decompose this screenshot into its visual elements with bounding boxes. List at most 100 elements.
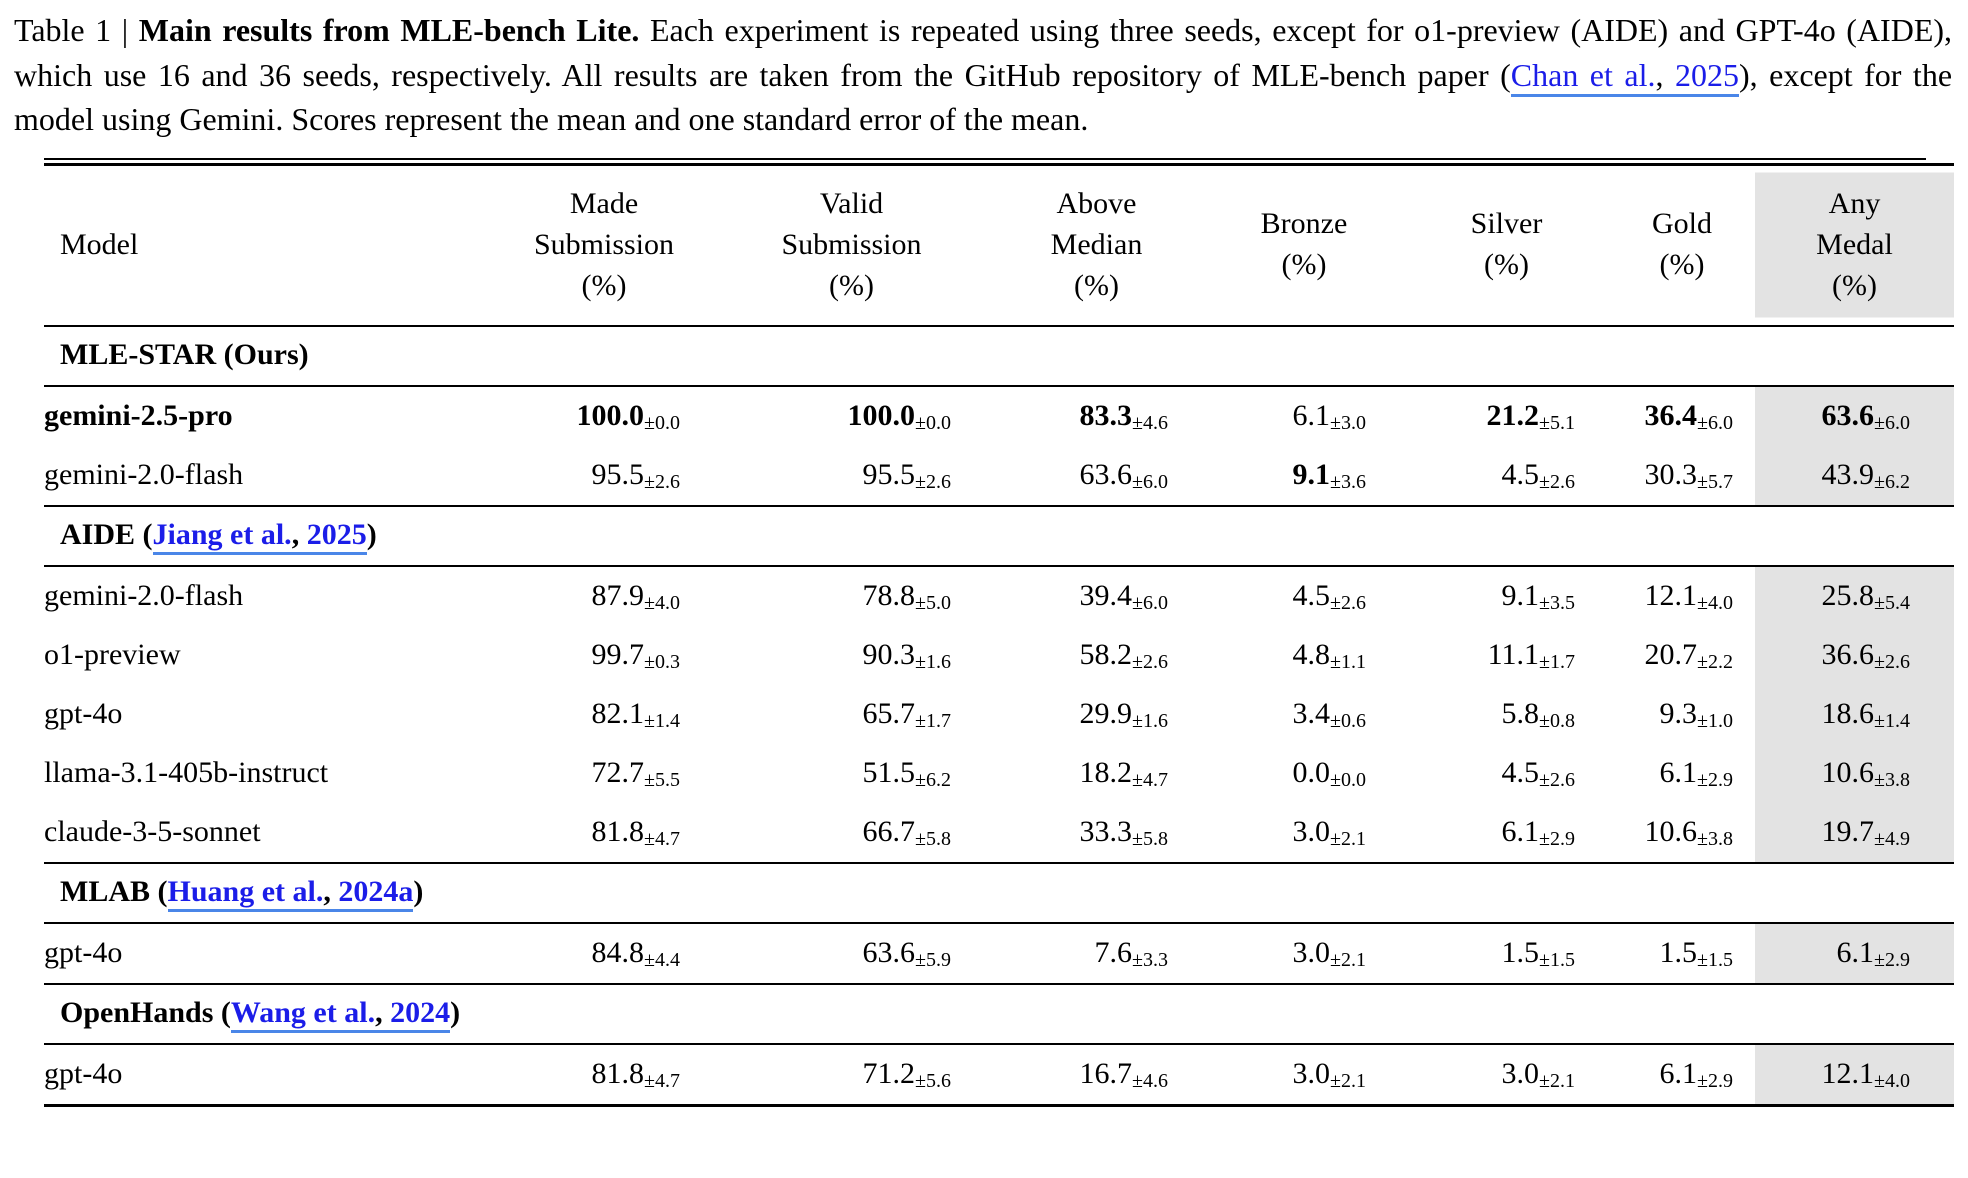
citation-names[interactable]: Wang et al.: [230, 995, 376, 1029]
score-mean: 3.0: [1292, 1056, 1331, 1090]
column-header-any: Any Medal (%): [1755, 164, 1954, 327]
value-cell-made: 82.1±1.4: [494, 685, 714, 744]
header-row: Model Made Submission (%) Valid Submission (%)…: [44, 164, 1954, 327]
column-header-made: Made Submission (%): [494, 164, 714, 327]
score-mean: 16.7: [1079, 1056, 1133, 1090]
value-cell-bronze: 3.0±2.1: [1204, 1044, 1404, 1106]
score-mean: 10.6: [1644, 814, 1698, 848]
citation-names[interactable]: Chan et al.: [1510, 56, 1656, 93]
score-stderr: ±0.0: [1330, 768, 1366, 791]
score-stderr: ±5.8: [915, 827, 951, 850]
table-row-gemini-2.0-flash: gemini-2.0-flash 87.9±4.0 78.8±5.0 39.4±6.0…: [44, 565, 1954, 626]
score-stderr: ±5.0: [915, 591, 951, 614]
score-mean: 65.7: [862, 696, 916, 730]
value-cell-bronze: 3.0±2.1: [1204, 803, 1404, 863]
value-cell-silver: 4.5±2.6: [1404, 744, 1609, 803]
value-cell-gold: 6.1±2.9: [1609, 744, 1755, 803]
score-stderr: ±2.6: [1539, 768, 1575, 791]
caption-bold-title: Main results from MLE-bench Lite.: [138, 12, 640, 48]
value-cell-silver: 21.2±5.1: [1404, 386, 1609, 446]
score-stderr: ±6.2: [1874, 470, 1910, 493]
column-header-valid: Valid Submission (%): [714, 164, 989, 327]
table-row-o1-preview: o1-preview 99.7±0.3 90.3±1.6 58.2±2.6 4.8±1.…: [44, 625, 1954, 685]
score-stderr: ±1.7: [915, 709, 951, 732]
score-stderr: ±0.3: [644, 650, 680, 673]
score-stderr: ±5.6: [915, 1069, 951, 1092]
value-cell-above: 33.3±5.8: [989, 803, 1204, 863]
score-mean: 6.1: [1836, 935, 1875, 969]
score-mean: 19.7: [1821, 814, 1875, 848]
results-table: Model Made Submission (%) Valid Submission (%)…: [44, 162, 1954, 1107]
score-stderr: ±1.4: [1874, 709, 1910, 732]
score-mean: 4.8: [1292, 637, 1331, 671]
score-stderr: ±4.0: [644, 591, 680, 614]
value-cell-any: 43.9±6.2: [1755, 445, 1954, 506]
score-mean: 6.1: [1292, 398, 1331, 432]
score-mean: 1.5: [1659, 935, 1698, 969]
column-header-gold: Gold (%): [1609, 164, 1755, 327]
score-stderr: ±2.6: [644, 470, 680, 493]
column-header-above: Above Median (%): [989, 164, 1204, 327]
section-citation-link[interactable]: Jiang et al., 2025: [152, 517, 367, 555]
value-cell-valid: 65.7±1.7: [714, 685, 989, 744]
score-mean: 9.1: [1501, 578, 1540, 612]
value-cell-gold: 6.1±2.9: [1609, 1044, 1755, 1106]
section-row-aide: AIDE (Jiang et al., 2025): [44, 504, 1954, 567]
citation-names[interactable]: Huang et al.: [167, 874, 324, 908]
value-cell-bronze: 4.8±1.1: [1204, 626, 1404, 685]
score-stderr: ±2.6: [1874, 650, 1910, 673]
caption-citation-link[interactable]: Chan et al., 2025: [1510, 56, 1739, 97]
value-cell-gold: 1.5±1.5: [1609, 923, 1755, 984]
score-stderr: ±3.8: [1697, 827, 1733, 850]
score-stderr: ±5.5: [644, 768, 680, 791]
value-cell-made: 87.9±4.0: [494, 566, 714, 626]
score-mean: 3.0: [1501, 1056, 1540, 1090]
section-citation-link[interactable]: Wang et al., 2024: [230, 995, 451, 1033]
column-header-bronze: Bronze (%): [1204, 164, 1404, 327]
value-cell-above: 16.7±4.6: [989, 1044, 1204, 1106]
section-header-cell: AIDE (Jiang et al., 2025): [44, 504, 1954, 567]
score-stderr: ±2.1: [1330, 948, 1366, 971]
value-cell-bronze: 3.4±0.6: [1204, 685, 1404, 744]
value-cell-any: 19.7±4.9: [1755, 802, 1954, 863]
citation-comma: ,: [291, 517, 300, 551]
score-mean: 72.7: [591, 755, 645, 789]
section-citation-link[interactable]: Huang et al., 2024a: [167, 874, 414, 912]
model-cell: gemini-2.0-flash: [44, 578, 244, 612]
score-mean: 4.5: [1501, 457, 1540, 491]
table-row-claude-3-5-sonnet: claude-3-5-sonnet 81.8±4.7 66.7±5.8 33.3±5.…: [44, 802, 1954, 863]
value-cell-any: 12.1±4.0: [1755, 1043, 1954, 1105]
score-stderr: ±3.3: [1132, 948, 1168, 971]
citation-names[interactable]: Jiang et al.: [152, 517, 292, 551]
citation-year[interactable]: 2025: [306, 517, 367, 551]
score-stderr: ±6.0: [1132, 591, 1168, 614]
score-stderr: ±1.0: [1697, 709, 1733, 732]
section-title: MLE-STAR: [60, 337, 217, 371]
score-mean: 9.3: [1659, 696, 1698, 730]
section-title: MLAB: [60, 874, 150, 908]
value-cell-silver: 5.8±0.8: [1404, 685, 1609, 744]
score-stderr: ±4.7: [1132, 768, 1168, 791]
value-cell-above: 18.2±4.7: [989, 744, 1204, 803]
score-mean: 83.3: [1079, 398, 1133, 432]
value-cell-made: 99.7±0.3: [494, 626, 714, 685]
value-cell-made: 72.7±5.5: [494, 744, 714, 803]
citation-year[interactable]: 2025: [1674, 56, 1739, 93]
column-header-model: Model: [44, 164, 494, 327]
score-mean: 3.4: [1292, 696, 1331, 730]
value-cell-any: 18.6±1.4: [1755, 684, 1954, 744]
citation-year[interactable]: 2024a: [338, 874, 414, 908]
section-header-cell: MLAB (Huang et al., 2024a): [44, 861, 1954, 924]
citation-comma: ,: [323, 874, 331, 908]
score-stderr: ±2.6: [1539, 470, 1575, 493]
score-mean: 6.1: [1501, 814, 1540, 848]
score-mean: 4.5: [1501, 755, 1540, 789]
section-row-openhands: OpenHands (Wang et al., 2024): [44, 982, 1954, 1045]
score-stderr: ±2.1: [1330, 827, 1366, 850]
citation-year[interactable]: 2024: [390, 995, 451, 1029]
score-stderr: ±2.9: [1874, 948, 1910, 971]
score-stderr: ±4.7: [644, 1069, 680, 1092]
value-cell-made: 95.5±2.6: [494, 446, 714, 506]
section-title: AIDE: [60, 517, 136, 551]
